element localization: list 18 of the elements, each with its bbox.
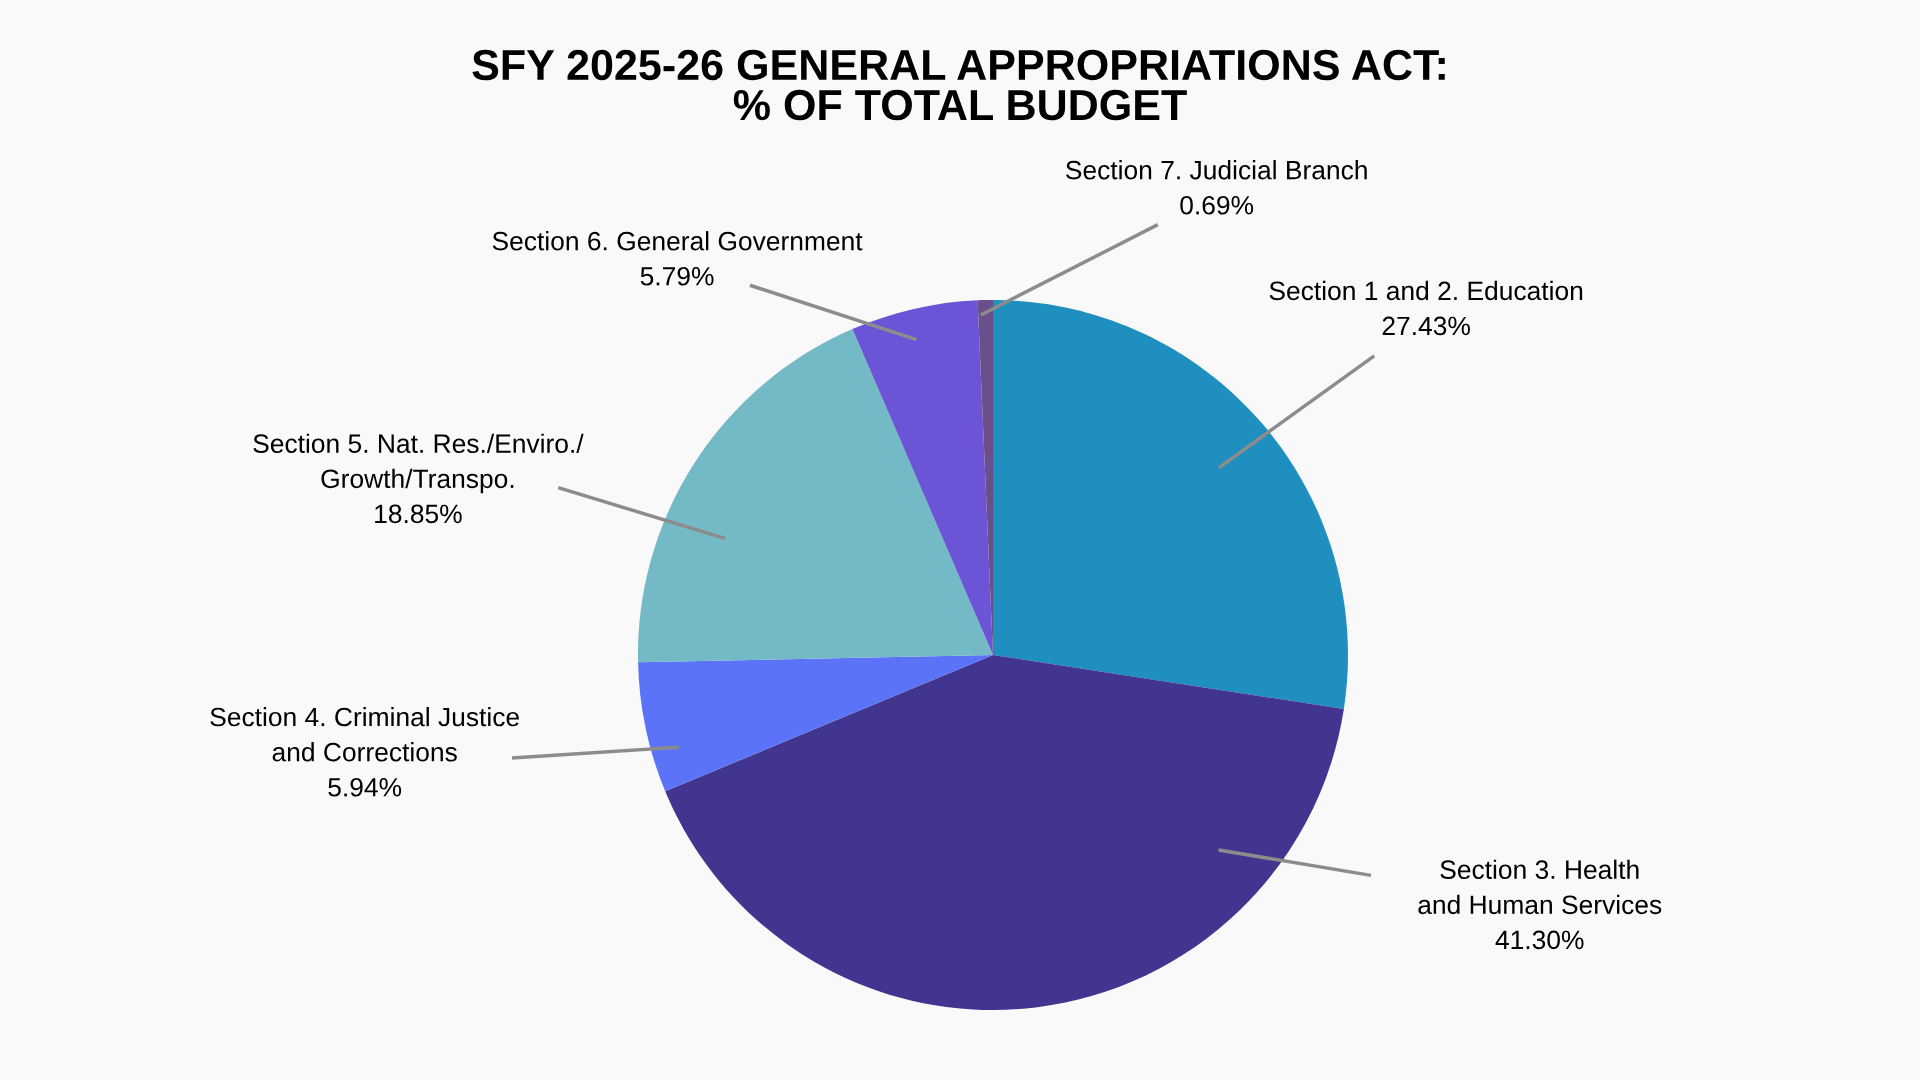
data-label: 27.43% xyxy=(1382,316,1470,336)
data-label: 5.79% xyxy=(640,266,714,286)
slice-label: Section 1 and 2. Education xyxy=(1269,280,1583,301)
data-label: 0.69% xyxy=(1180,195,1254,215)
pie-slice xyxy=(852,300,993,655)
pie-slice xyxy=(993,300,1348,709)
pie-slice xyxy=(665,655,1344,1010)
slice-label: Section 3. Health and Human Services xyxy=(1418,859,1662,915)
slice-label: Section 5. Nat. Res./Enviro./ Growth/Transpo. xyxy=(253,433,584,494)
slice-label: Section 7. Judicial Branch xyxy=(1066,160,1367,180)
data-label: 5.94% xyxy=(328,777,402,797)
slice-label: Section 6. General Government xyxy=(492,231,863,251)
pie-slice xyxy=(638,329,993,663)
chart-title: SFY 2025-26 GENERAL APPROPRIATIONS ACT: % OF TOTAL BUDGET xyxy=(472,49,1445,121)
data-label: 41.30% xyxy=(1495,930,1584,950)
slice-label: Section 4. Criminal Justice and Corrections xyxy=(210,706,519,762)
data-label: 18.85% xyxy=(375,504,462,524)
pie-slice xyxy=(638,655,993,792)
